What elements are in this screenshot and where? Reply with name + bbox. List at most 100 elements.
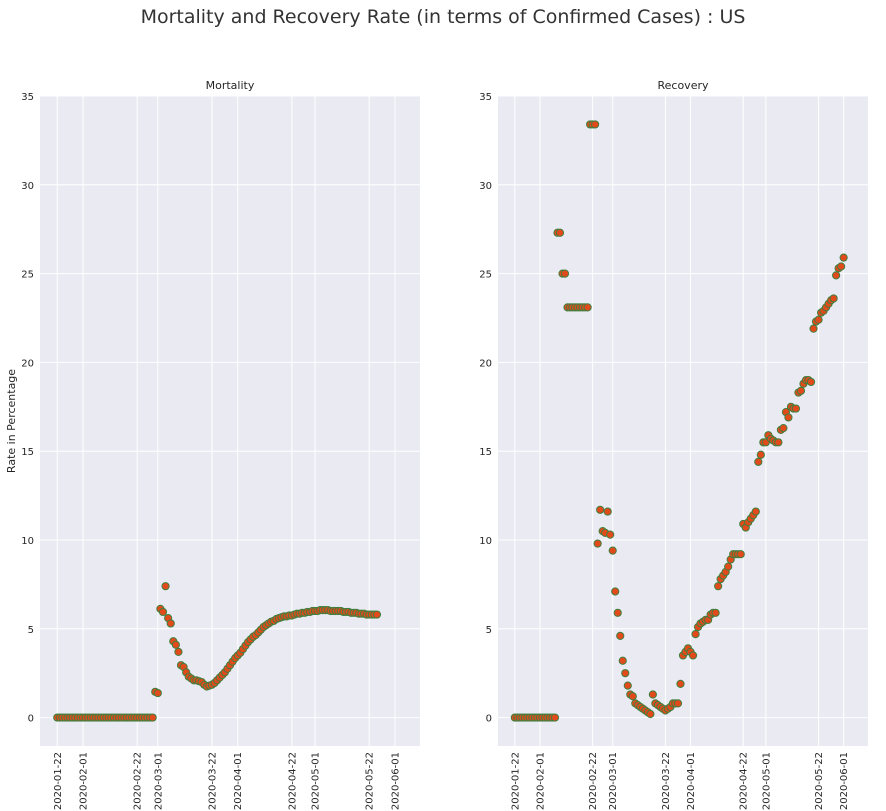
recovery-data-point xyxy=(839,253,848,262)
mortality-points xyxy=(53,582,382,722)
figure-title: Mortality and Recovery Rate (in terms of… xyxy=(140,6,746,28)
recovery-grid xyxy=(498,95,868,746)
recovery-title: Recovery xyxy=(657,79,708,92)
recovery-x-tick-label: 2020-01-22 xyxy=(510,752,521,810)
recovery-data-point xyxy=(688,651,698,660)
recovery-y-tick-label: 15 xyxy=(479,447,492,458)
recovery-x-tick-label: 2020-04-01 xyxy=(686,752,697,810)
recovery-y-tick-label: 0 xyxy=(486,714,492,725)
mortality-y-tick-label: 25 xyxy=(21,270,34,281)
recovery-data-point xyxy=(779,424,788,433)
mortality-x-tick-label: 2020-05-01 xyxy=(311,752,322,810)
recovery-data-point xyxy=(736,550,745,559)
recovery-y-tick-label: 5 xyxy=(486,625,492,636)
mortality-y-tick-label: 0 xyxy=(28,714,34,725)
recovery-data-point xyxy=(774,438,783,447)
mortality-x-ticks: 2020-01-22 2020-02-01 2020-02-22 2020-03-01… xyxy=(53,752,402,810)
mortality-grid xyxy=(40,95,420,746)
mortality-data-point xyxy=(171,640,180,649)
mortality-y-tick-label: 5 xyxy=(28,625,34,636)
recovery-x-tick-label: 2020-03-22 xyxy=(661,752,672,810)
recovery-y-tick-label: 35 xyxy=(479,92,492,103)
mortality-data-point xyxy=(153,688,162,698)
recovery-data-point xyxy=(593,539,602,548)
mortality-x-tick-label: 2020-06-01 xyxy=(390,752,401,810)
mortality-x-tick-label: 2020-02-01 xyxy=(79,752,90,810)
recovery-data-point xyxy=(646,709,655,719)
recovery-x-tick-label: 2020-05-01 xyxy=(761,752,772,810)
recovery-data-point xyxy=(550,713,560,722)
recovery-y-tick-label: 25 xyxy=(479,270,492,281)
mortality-data-point xyxy=(372,610,382,619)
recovery-data-point xyxy=(608,546,617,555)
recovery-x-tick-label: 2020-04-22 xyxy=(739,752,750,810)
mortality-y-tick-label: 30 xyxy=(21,181,34,192)
mortality-x-tick-label: 2020-01-22 xyxy=(53,752,64,810)
recovery-data-point xyxy=(791,404,801,413)
recovery-y-ticks: 0 5 10 15 20 25 30 35 xyxy=(479,92,492,725)
recovery-data-point xyxy=(555,228,565,237)
recovery-data-point xyxy=(613,608,622,617)
recovery-plot-area xyxy=(498,96,868,746)
recovery-x-tick-label: 2020-06-01 xyxy=(839,752,850,810)
recovery-data-point xyxy=(814,315,823,324)
mortality-x-tick-label: 2020-03-22 xyxy=(207,752,218,810)
recovery-points xyxy=(510,120,848,722)
recovery-y-tick-label: 10 xyxy=(479,536,492,547)
recovery-data-point xyxy=(756,450,765,459)
recovery-data-point xyxy=(621,669,630,678)
mortality-y-tick-label: 10 xyxy=(21,536,34,547)
recovery-data-point xyxy=(796,386,806,395)
recovery-data-point xyxy=(628,692,637,701)
y-axis-label: Rate in Percentage xyxy=(5,369,18,473)
mortality-x-tick-label: 2020-04-22 xyxy=(287,752,298,810)
recovery-data-point xyxy=(751,507,760,516)
recovery-data-point xyxy=(673,699,683,708)
recovery-x-ticks: 2020-01-22 2020-02-01 2020-02-22 2020-03-01… xyxy=(510,752,850,810)
mortality-y-tick-label: 20 xyxy=(21,358,34,369)
recovery-data-point xyxy=(754,457,763,466)
mortality-data-point xyxy=(158,607,168,617)
mortality-data-point xyxy=(148,713,157,722)
recovery-data-point xyxy=(591,120,600,129)
recovery-data-point xyxy=(596,505,605,514)
recovery-data-point xyxy=(711,608,720,617)
recovery-data-point xyxy=(676,679,685,688)
recovery-y-tick-label: 30 xyxy=(479,181,492,192)
mortality-x-tick-label: 2020-04-01 xyxy=(233,752,244,810)
mortality-data-point xyxy=(161,582,170,591)
recovery-data-point xyxy=(603,507,612,516)
recovery-data-point xyxy=(623,681,632,690)
recovery-y-tick-label: 20 xyxy=(479,358,492,369)
recovery-x-tick-label: 2020-05-22 xyxy=(814,752,825,810)
recovery-x-tick-label: 2020-02-01 xyxy=(535,752,546,810)
mortality-data-point xyxy=(166,619,175,628)
recovery-data-point xyxy=(560,269,570,278)
recovery-data-point xyxy=(829,294,838,303)
mortality-x-tick-label: 2020-05-22 xyxy=(365,752,376,810)
recovery-data-point xyxy=(611,587,620,596)
recovery-data-point xyxy=(616,631,625,640)
recovery-data-point xyxy=(618,656,627,665)
mortality-x-tick-label: 2020-03-01 xyxy=(153,752,164,810)
recovery-data-point xyxy=(837,262,846,271)
recovery-data-point xyxy=(806,377,816,387)
recovery-data-point xyxy=(691,630,700,639)
recovery-data-point xyxy=(606,530,615,539)
recovery-data-point xyxy=(583,303,592,312)
mortality-y-tick-label: 15 xyxy=(21,447,34,458)
recovery-data-point xyxy=(648,690,657,699)
recovery-x-tick-label: 2020-03-01 xyxy=(608,752,619,810)
mortality-y-ticks: 0 5 10 15 20 25 30 35 xyxy=(21,92,34,725)
recovery-data-point xyxy=(724,562,733,571)
recovery-data-point xyxy=(784,413,793,422)
mortality-y-tick-label: 35 xyxy=(21,92,34,103)
recovery-data-point xyxy=(832,271,841,280)
recovery-data-point xyxy=(714,582,723,591)
mortality-plot-area xyxy=(40,96,420,746)
mortality-x-tick-label: 2020-02-22 xyxy=(133,752,144,810)
recovery-x-tick-label: 2020-02-22 xyxy=(588,752,599,810)
